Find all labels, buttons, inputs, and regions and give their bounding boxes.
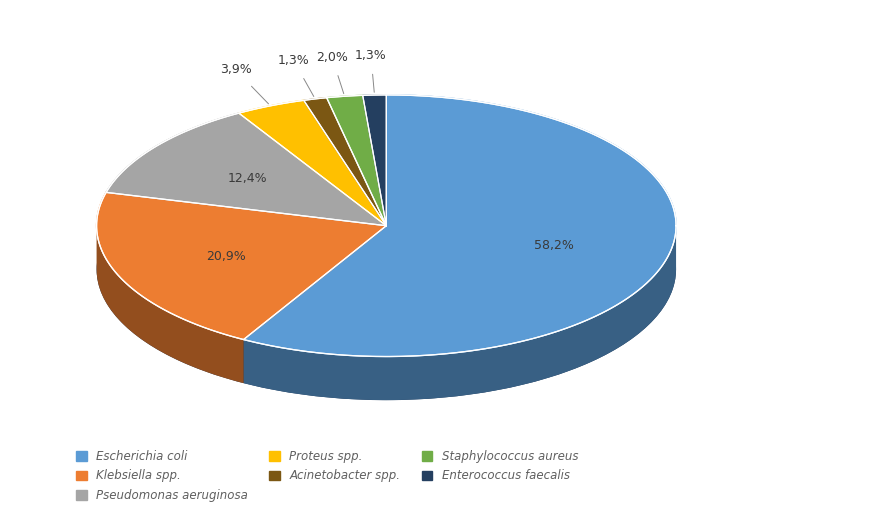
Text: 58,2%: 58,2% [534,239,574,252]
Polygon shape [243,226,675,400]
Polygon shape [239,101,386,226]
Polygon shape [96,192,386,340]
Text: 3,9%: 3,9% [219,64,251,76]
Text: 12,4%: 12,4% [227,172,267,185]
Polygon shape [326,95,386,226]
Polygon shape [362,95,386,226]
Polygon shape [243,95,675,357]
Text: 1,3%: 1,3% [278,54,310,67]
Polygon shape [303,97,386,226]
Text: 1,3%: 1,3% [354,49,387,62]
Ellipse shape [96,139,675,400]
Polygon shape [106,113,386,226]
Text: 2,0%: 2,0% [316,51,347,64]
Legend: Escherichia coli, Klebsiella spp., Pseudomonas aeruginosa, Proteus spp., Acineto: Escherichia coli, Klebsiella spp., Pseud… [76,450,578,502]
Text: 20,9%: 20,9% [206,250,246,263]
Polygon shape [96,226,243,383]
